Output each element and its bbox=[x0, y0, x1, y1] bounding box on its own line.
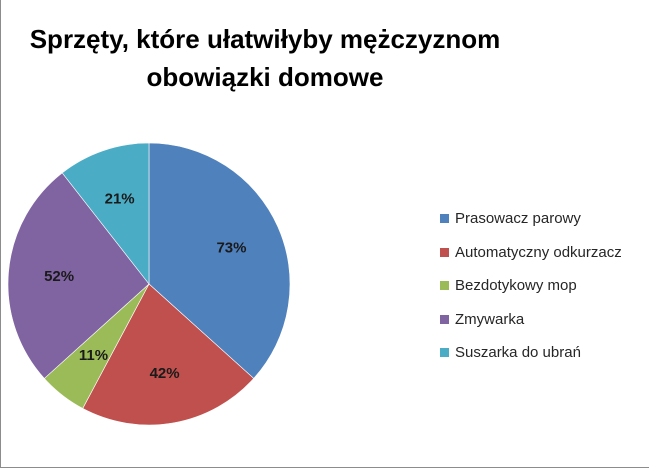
chart-title-line-1: Sprzęty, które ułatwiłyby mężczyznom bbox=[29, 24, 501, 54]
chart-legend: Prasowacz parowy Automatyczny odkurzacz Be… bbox=[440, 202, 622, 370]
legend-item: Bezdotykowy mop bbox=[440, 269, 622, 303]
data-label-5: 21% bbox=[105, 191, 135, 208]
data-label-3: 11% bbox=[79, 347, 108, 364]
data-label-1: 73% bbox=[216, 239, 246, 256]
legend-label: Bezdotykowy mop bbox=[455, 277, 577, 295]
chart-title: Sprzęty, które ułatwiłyby mężczyznom obo… bbox=[0, 20, 530, 96]
pie-slice-2 bbox=[82, 283, 255, 426]
pie-slice-5 bbox=[61, 142, 150, 285]
legend-label: Prasowacz parowy bbox=[455, 210, 581, 228]
legend-swatch bbox=[440, 348, 449, 358]
legend-swatch bbox=[440, 281, 449, 291]
legend-label: Automatyczny odkurzacz bbox=[455, 243, 622, 261]
legend-item: Zmywarka bbox=[440, 303, 622, 337]
legend-label: Zmywarka bbox=[455, 310, 525, 328]
legend-item: Prasowacz parowy bbox=[440, 202, 622, 236]
chart-title-line-2: obowiązki domowe bbox=[146, 62, 384, 92]
legend-swatch bbox=[440, 214, 449, 224]
data-label-2: 42% bbox=[150, 365, 180, 382]
legend-swatch bbox=[440, 314, 449, 324]
pie-slice-4 bbox=[7, 172, 150, 379]
legend-item: Automatyczny odkurzacz bbox=[440, 236, 622, 270]
data-label-4: 52% bbox=[44, 268, 74, 285]
pie-slice-1 bbox=[148, 142, 291, 379]
legend-item: Suszarka do ubrań bbox=[440, 336, 622, 370]
legend-label: Suszarka do ubrań bbox=[455, 344, 581, 362]
legend-swatch bbox=[440, 247, 449, 257]
